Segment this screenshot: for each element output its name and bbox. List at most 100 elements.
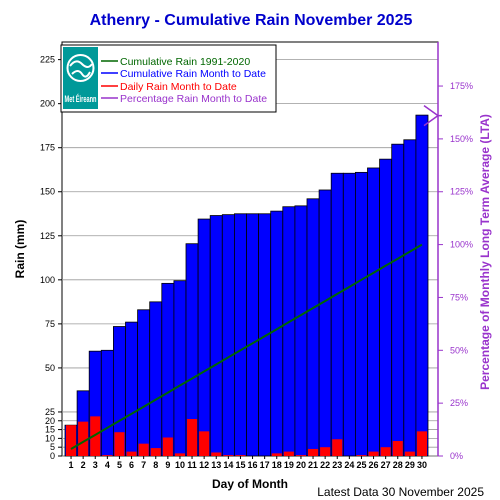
x-tick-label-10: 10: [175, 460, 185, 470]
x-tick-label-9: 9: [165, 460, 170, 470]
daily-bar-day-3: [90, 416, 101, 456]
daily-bar-day-11: [187, 419, 198, 456]
x-tick-label-5: 5: [117, 460, 122, 470]
cumulative-bar-day-12: [197, 218, 211, 457]
daily-bar-day-18: [271, 453, 282, 456]
cumulative-bar-day-25: [354, 171, 368, 457]
left-tick-label-25: 25: [45, 407, 55, 417]
legend: Met Éireann Cumulative Rain 1991-2020 Cu…: [60, 44, 277, 113]
daily-bar-day-28: [392, 441, 403, 456]
daily-bar-day-6: [126, 451, 137, 456]
daily-bar-day-1: [66, 425, 77, 456]
x-tick-label-23: 23: [332, 460, 342, 470]
right-tick-label-5: 125%: [450, 187, 473, 197]
x-tick-label-4: 4: [105, 460, 110, 470]
cumulative-bar-day-14: [221, 214, 235, 457]
cumulative-bar-day-29: [403, 139, 417, 457]
x-tick-label-21: 21: [308, 460, 318, 470]
left-tick-label-200: 200: [40, 99, 55, 109]
cumulative-bar-day-20: [294, 205, 308, 457]
x-tick-label-11: 11: [187, 460, 197, 470]
cumulative-bar-day-22: [318, 189, 332, 457]
cumulative-bar-day-15: [233, 213, 247, 457]
left-tick-label-0: 0: [50, 451, 55, 461]
x-tick-label-18: 18: [272, 460, 282, 470]
right-tick-label-1: 25%: [450, 398, 468, 408]
cumulative-bar-day-27: [379, 158, 393, 457]
daily-bar-day-8: [150, 448, 161, 456]
x-tick-label-30: 30: [417, 460, 427, 470]
daily-bar-day-25: [356, 455, 367, 456]
left-tick-label-150: 150: [40, 187, 55, 197]
cumulative-bar-day-4: [100, 349, 114, 457]
x-tick-label-20: 20: [296, 460, 306, 470]
right-tick-label-6: 150%: [450, 134, 473, 144]
x-tick-label-2: 2: [81, 460, 86, 470]
x-tick-label-17: 17: [260, 460, 270, 470]
right-tick-label-4: 100%: [450, 240, 473, 250]
x-tick-label-7: 7: [141, 460, 146, 470]
left-tick-label-10: 10: [45, 433, 55, 443]
daily-bar-day-12: [199, 431, 210, 456]
cumulative-bar-day-26: [367, 167, 381, 457]
chart-title: Athenry - Cumulative Rain November 2025: [90, 12, 413, 29]
x-tick-label-14: 14: [223, 460, 233, 470]
cumulative-bar-day-23: [330, 172, 344, 457]
cumulative-bar-day-16: [246, 213, 260, 457]
cumulative-bar-day-6: [125, 321, 139, 457]
daily-bar-day-10: [174, 453, 185, 456]
logo-text: Met Éireann: [65, 94, 97, 104]
x-axis-label: Day of Month: [212, 477, 288, 491]
legend-percentage: Percentage Rain Month to Date: [120, 93, 267, 105]
percentage-marker-group: [423, 105, 442, 127]
daily-bar-day-5: [114, 432, 125, 456]
x-tick-label-28: 28: [393, 460, 403, 470]
cumulative-bar-day-28: [391, 143, 405, 457]
lta-line: [70, 243, 423, 450]
x-tick-label-16: 16: [248, 460, 258, 470]
daily-bar-day-22: [320, 447, 331, 456]
left-tick-label-20: 20: [45, 416, 55, 426]
latest-data-note: Latest Data 30 November 2025: [317, 485, 484, 499]
cumulative-bar-day-18: [270, 210, 284, 457]
daily-bar-day-13: [211, 452, 222, 456]
right-tick-label-2: 50%: [450, 345, 468, 355]
cumulative-bar-day-24: [342, 172, 356, 457]
x-tick-label-3: 3: [93, 460, 98, 470]
x-tick-label-15: 15: [235, 460, 245, 470]
left-tick-label-75: 75: [45, 319, 55, 329]
x-tick-label-12: 12: [199, 460, 209, 470]
x-tick-label-6: 6: [129, 460, 134, 470]
cumulative-bar-day-8: [149, 301, 163, 457]
x-tick-label-8: 8: [153, 460, 158, 470]
daily-bar-day-14: [223, 455, 234, 456]
cumulative-bar-day-10: [173, 280, 187, 457]
right-tick-label-7: 175%: [450, 81, 473, 91]
y-axis-label: Rain (mm): [13, 220, 27, 279]
x-tick-label-22: 22: [320, 460, 330, 470]
met-eireann-logo: Met Éireann: [63, 47, 98, 109]
x-tick-label-26: 26: [369, 460, 379, 470]
daily-bar-day-29: [404, 451, 415, 456]
daily-bar-day-30: [416, 431, 427, 456]
x-tick-label-1: 1: [69, 460, 74, 470]
left-tick-label-5: 5: [50, 442, 55, 452]
legend-cumulative: Cumulative Rain Month to Date: [120, 68, 266, 80]
left-tick-label-175: 175: [40, 143, 55, 153]
lta-line-group: [70, 243, 423, 450]
cumulative-bar-day-19: [282, 206, 296, 457]
x-tick-label-25: 25: [356, 460, 366, 470]
x-tick-label-27: 27: [381, 460, 391, 470]
left-tick-label-100: 100: [40, 275, 55, 285]
x-tick-label-19: 19: [284, 460, 294, 470]
x-tick-label-29: 29: [405, 460, 415, 470]
daily-bar-day-23: [332, 439, 343, 456]
left-tick-label-225: 225: [40, 55, 55, 65]
right-axis: 0% 25% 50% 75% 100% 125% 150% 175%: [437, 42, 473, 461]
right-tick-label-3: 75%: [450, 292, 468, 302]
daily-bar-day-19: [283, 451, 294, 456]
daily-bar-day-27: [380, 447, 391, 456]
cumulative-bar-day-7: [137, 309, 151, 457]
